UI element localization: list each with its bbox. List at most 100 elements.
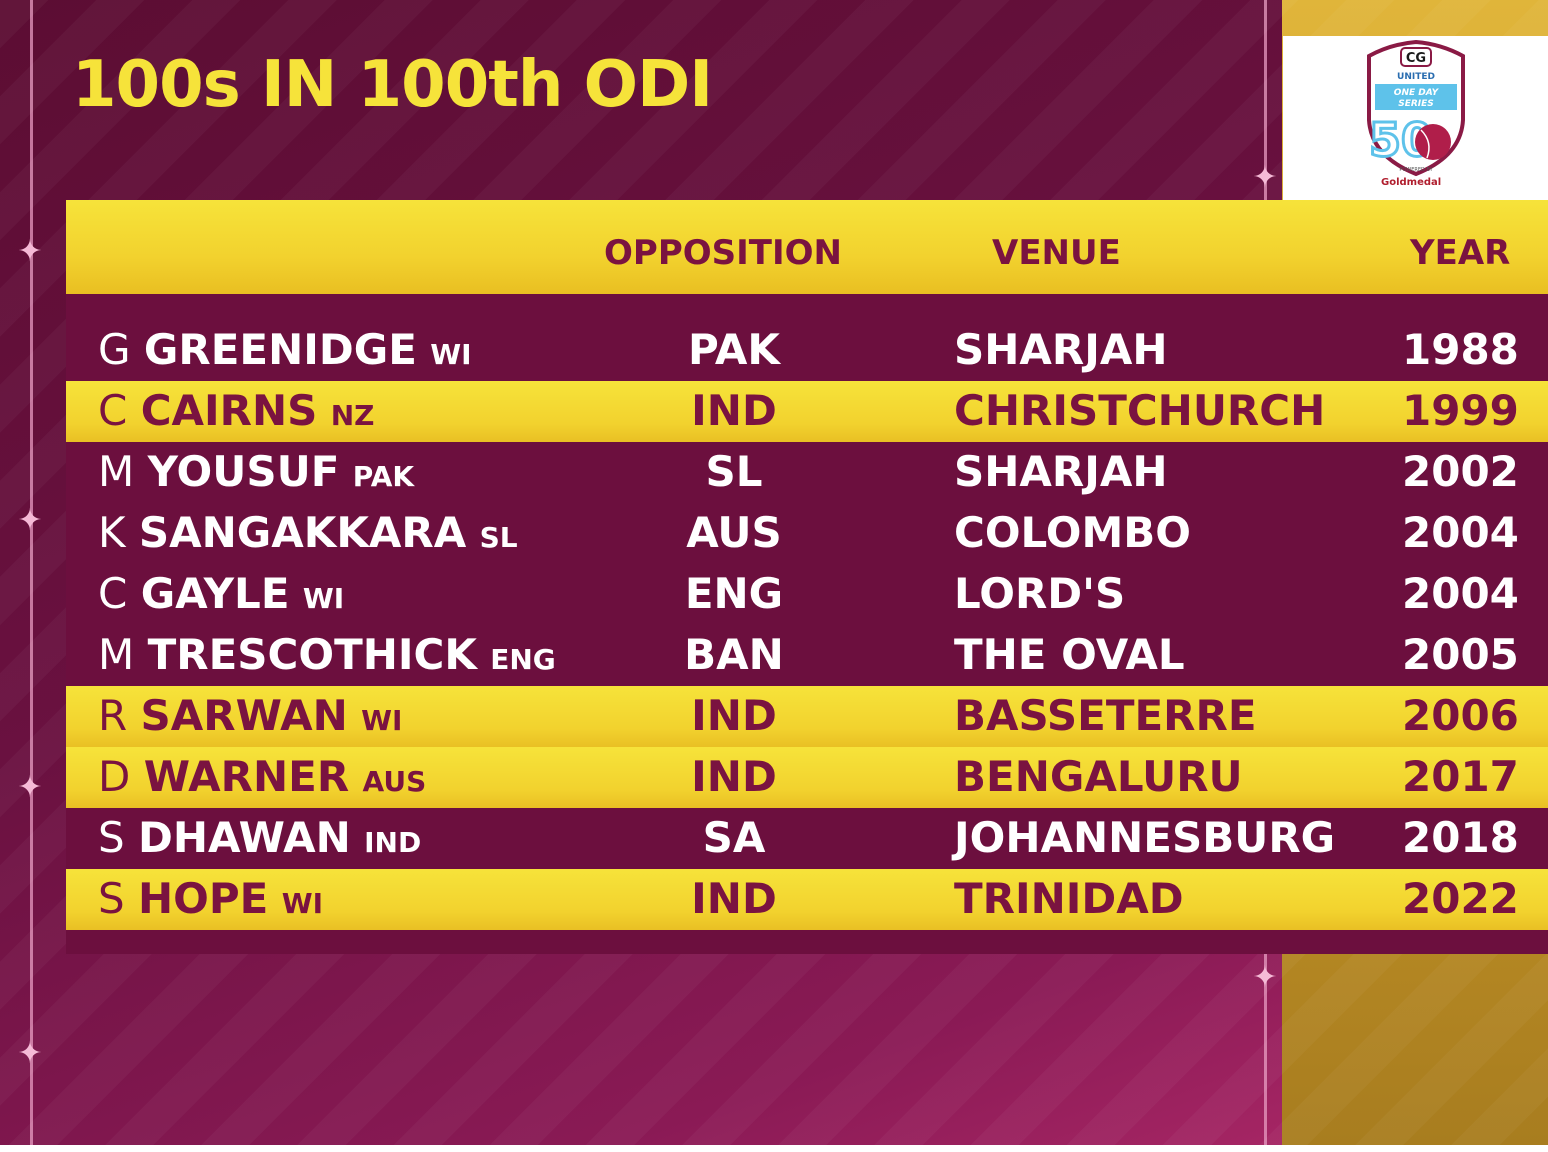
table-row: D WARNER AUS IND BENGALURU 2017 <box>66 747 1548 808</box>
venue-cell: SHARJAH <box>954 447 1168 496</box>
player-country: PAK <box>352 460 415 493</box>
page-title: 100s IN 100th ODI <box>72 48 713 122</box>
series-logo: CG UNITED ONE DAY SERIES 50 POWERED BY G… <box>1283 36 1548 200</box>
player-surname: CAIRNS <box>140 386 318 435</box>
player-name: S DHAWAN IND <box>98 816 421 865</box>
player-name: M TRESCOTHICK ENG <box>98 633 556 682</box>
column-header-opposition: OPPOSITION <box>604 233 842 273</box>
player-country: SL <box>479 521 518 554</box>
sparkle-icon: ✦ <box>1252 960 1278 995</box>
column-header-venue: VENUE <box>992 233 1121 273</box>
player-country: WI <box>302 582 345 615</box>
player-surname: TRESCOTHICK <box>147 630 477 679</box>
sparkle-icon: ✦ <box>17 234 43 269</box>
player-surname: SANGAKKARA <box>138 508 467 557</box>
opposition-cell: PAK <box>688 325 780 374</box>
player-country: AUS <box>362 765 427 798</box>
year-cell: 2006 <box>1402 691 1519 740</box>
player-name: D WARNER AUS <box>98 755 426 804</box>
year-cell: 1999 <box>1402 386 1519 435</box>
player-name: G GREENIDGE WI <box>98 328 472 377</box>
svg-text:SERIES: SERIES <box>1398 99 1434 109</box>
year-cell: 2002 <box>1402 447 1519 496</box>
table-row: S HOPE WI IND TRINIDAD 2022 <box>66 869 1548 930</box>
venue-cell: JOHANNESBURG <box>954 813 1336 862</box>
player-country: WI <box>281 887 324 920</box>
venue-cell: BASSETERRE <box>954 691 1257 740</box>
player-surname: SARWAN <box>140 691 348 740</box>
sparkle-icon: ✦ <box>17 770 43 805</box>
table-row: R SARWAN WI IND BASSETERRE 2006 <box>66 686 1548 747</box>
player-name: C GAYLE WI <box>98 572 344 621</box>
player-surname: GAYLE <box>140 569 290 618</box>
sparkle-icon: ✦ <box>17 1036 43 1071</box>
opposition-cell: IND <box>691 691 777 740</box>
player-initial: S <box>98 813 125 862</box>
table-row: K SANGAKKARA SL AUS COLOMBO 2004 <box>66 503 1548 564</box>
year-cell: 2018 <box>1402 813 1519 862</box>
player-initial: G <box>98 325 131 374</box>
sparkle-icon: ✦ <box>1252 160 1278 195</box>
sparkle-icon: ✦ <box>17 503 43 538</box>
player-initial: K <box>98 508 126 557</box>
year-cell: 1988 <box>1402 325 1519 374</box>
venue-cell: CHRISTCHURCH <box>954 386 1326 435</box>
opposition-cell: SA <box>702 813 766 862</box>
player-initial: M <box>98 630 135 679</box>
player-country: IND <box>364 826 422 859</box>
player-name: C CAIRNS NZ <box>98 389 375 438</box>
frame-line-left <box>30 0 33 1145</box>
year-cell: 2005 <box>1402 630 1519 679</box>
venue-cell: SHARJAH <box>954 325 1168 374</box>
player-surname: YOUSUF <box>147 447 340 496</box>
opposition-cell: BAN <box>684 630 784 679</box>
venue-cell: BENGALURU <box>954 752 1243 801</box>
player-name: S HOPE WI <box>98 877 323 926</box>
table-row: C GAYLE WI ENG LORD'S 2004 <box>66 564 1548 625</box>
table-row: G GREENIDGE WI PAK SHARJAH 1988 <box>66 320 1548 381</box>
sponsor-logo: Goldmedal <box>1381 177 1442 188</box>
opposition-cell: AUS <box>686 508 782 557</box>
player-initial: S <box>98 874 125 923</box>
player-name: R SARWAN WI <box>98 694 402 743</box>
player-country: ENG <box>490 643 556 676</box>
svg-text:ONE DAY: ONE DAY <box>1394 88 1440 98</box>
column-header-year: YEAR <box>1410 233 1511 273</box>
player-initial: D <box>98 752 131 801</box>
player-initial: M <box>98 447 135 496</box>
player-name: K SANGAKKARA SL <box>98 511 518 560</box>
venue-cell: TRINIDAD <box>954 874 1184 923</box>
venue-cell: COLOMBO <box>954 508 1192 557</box>
year-cell: 2022 <box>1402 874 1519 923</box>
year-cell: 2017 <box>1402 752 1519 801</box>
shield-logo-icon: CG UNITED ONE DAY SERIES 50 POWERED BY <box>1367 39 1465 177</box>
year-cell: 2004 <box>1402 508 1519 557</box>
player-surname: HOPE <box>138 874 269 923</box>
player-surname: DHAWAN <box>138 813 351 862</box>
player-initial: C <box>98 569 128 618</box>
svg-text:UNITED: UNITED <box>1397 72 1435 82</box>
player-surname: GREENIDGE <box>143 325 417 374</box>
venue-cell: THE OVAL <box>954 630 1185 679</box>
player-initial: C <box>98 386 128 435</box>
table-row: S DHAWAN IND SA JOHANNESBURG 2018 <box>66 808 1548 869</box>
opposition-cell: ENG <box>684 569 784 618</box>
svg-text:CG: CG <box>1406 51 1426 66</box>
opposition-cell: IND <box>691 386 777 435</box>
venue-cell: LORD'S <box>954 569 1126 618</box>
table-header-bar <box>66 200 1548 294</box>
opposition-cell: IND <box>691 752 777 801</box>
opposition-cell: IND <box>691 874 777 923</box>
table-row: M YOUSUF PAK SL SHARJAH 2002 <box>66 442 1548 503</box>
player-country: NZ <box>330 399 375 432</box>
svg-text:POWERED BY: POWERED BY <box>1399 167 1433 173</box>
opposition-cell: SL <box>705 447 763 496</box>
player-initial: R <box>98 691 128 740</box>
player-surname: WARNER <box>143 752 350 801</box>
player-name: M YOUSUF PAK <box>98 450 414 499</box>
player-country: WI <box>430 338 472 371</box>
year-cell: 2004 <box>1402 569 1519 618</box>
table-row: C CAIRNS NZ IND CHRISTCHURCH 1999 <box>66 381 1548 442</box>
table-row: M TRESCOTHICK ENG BAN THE OVAL 2005 <box>66 625 1548 686</box>
